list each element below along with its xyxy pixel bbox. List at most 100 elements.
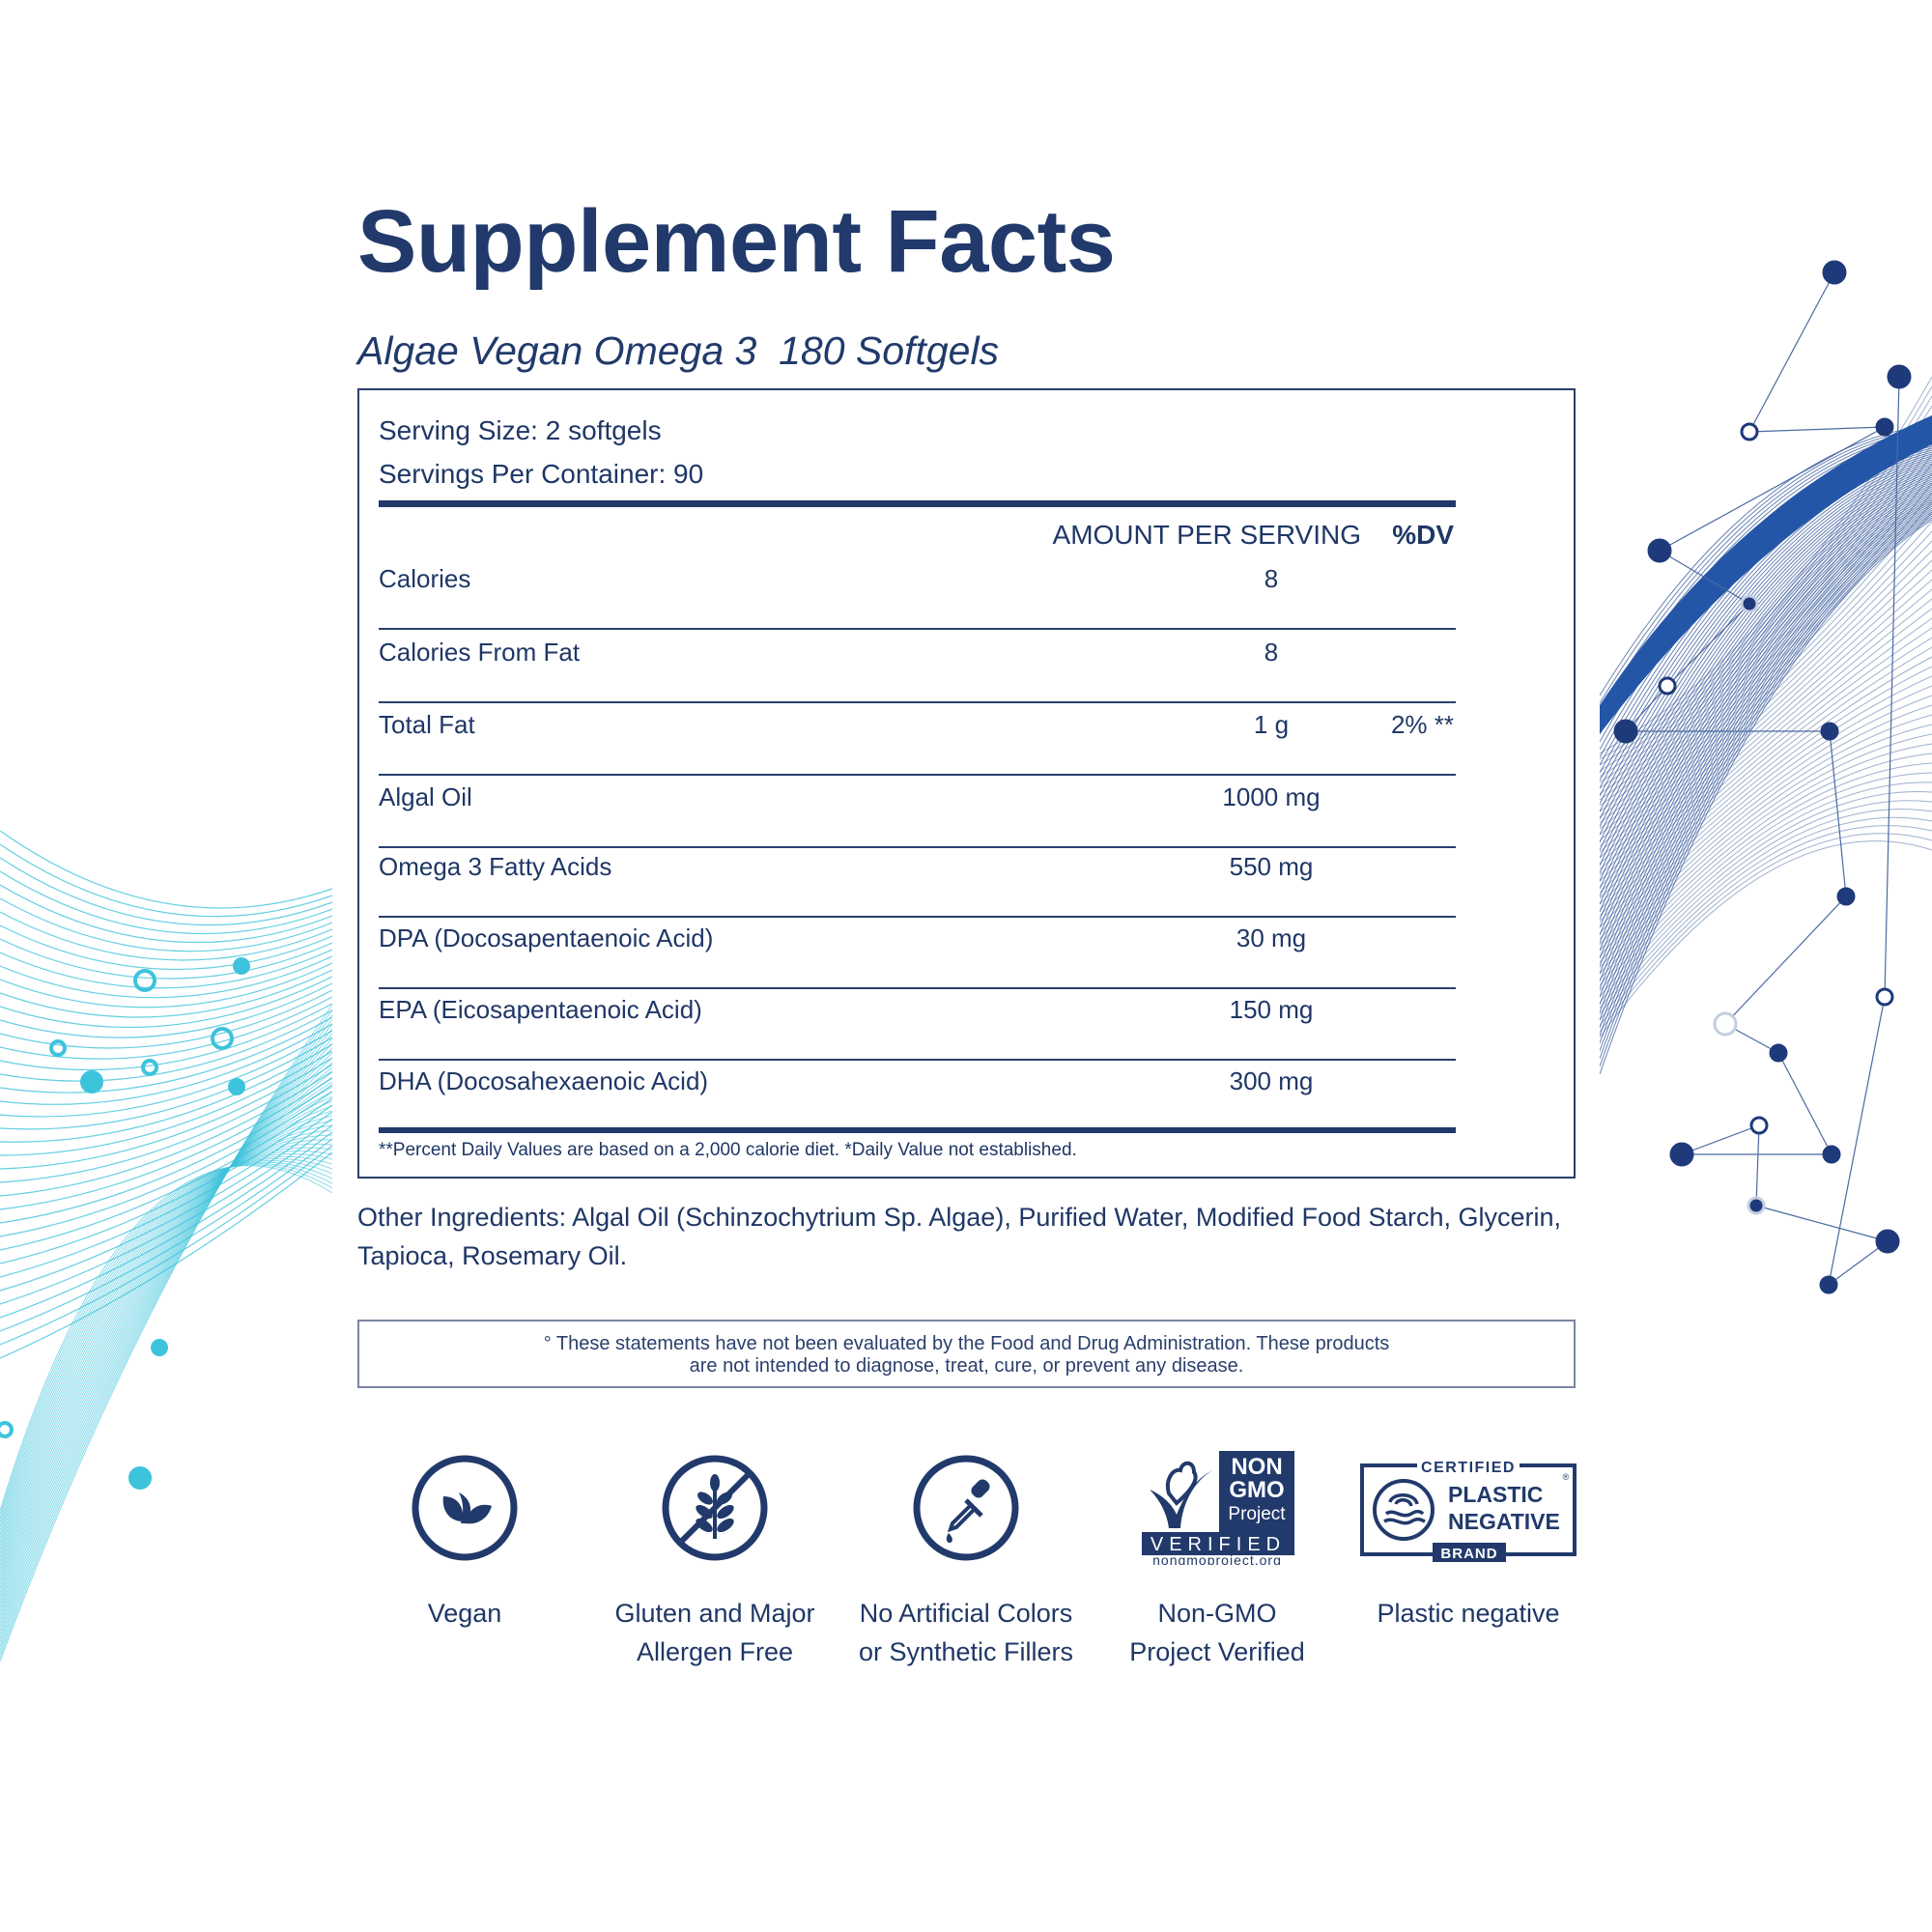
nutrient-label: EPA (Eicosapentaenoic Acid) xyxy=(379,995,702,1024)
mesh-line xyxy=(1600,515,1932,1060)
mesh-line xyxy=(0,1158,332,1531)
mesh-edge xyxy=(1748,271,1835,433)
mesh-line xyxy=(1600,484,1932,936)
mesh-node xyxy=(1822,1145,1841,1164)
mesh-line xyxy=(1600,496,1932,982)
mesh-edge xyxy=(1748,426,1886,433)
mesh-line xyxy=(0,1071,332,1608)
svg-text:PLASTIC: PLASTIC xyxy=(1448,1482,1543,1507)
mesh-line xyxy=(1600,488,1932,952)
mesh-node xyxy=(1875,1229,1900,1254)
mesh-node xyxy=(1749,1116,1769,1135)
mesh-line xyxy=(1600,685,1932,940)
badge-gluten-free: Gluten and Major Allergen Free xyxy=(599,1449,831,1671)
divider-thick xyxy=(379,500,1456,507)
mesh-node xyxy=(1740,594,1759,613)
mesh-line xyxy=(1600,513,1932,1052)
mesh-line xyxy=(0,1100,332,1585)
mesh-line xyxy=(1600,472,1932,890)
mesh-edge xyxy=(1666,603,1750,687)
mesh-line xyxy=(0,1131,332,1319)
mesh-line xyxy=(1600,476,1932,905)
mesh-node xyxy=(1820,722,1839,741)
mesh-line xyxy=(1600,465,1932,859)
column-header-amount: AMOUNT PER SERVING xyxy=(1052,520,1361,550)
mesh-line xyxy=(0,1081,332,1601)
mesh-line xyxy=(0,1118,332,1292)
svg-text:nongmoproject.org: nongmoproject.org xyxy=(1152,1552,1282,1565)
mesh-line xyxy=(0,831,332,909)
mesh-line xyxy=(1600,540,1932,853)
badge-label: No Artificial Colors xyxy=(859,1599,1073,1628)
nutrient-amount: 300 mg xyxy=(1229,1066,1314,1095)
mesh-line xyxy=(1600,507,1932,1029)
mesh-line xyxy=(0,1064,332,1183)
mesh-line xyxy=(0,1004,332,1662)
svg-text:NON: NON xyxy=(1231,1454,1282,1480)
mesh-line xyxy=(1600,695,1932,946)
page-title: Supplement Facts xyxy=(357,192,1116,291)
gluten-free-wheat-icon xyxy=(599,1449,831,1567)
mesh-line xyxy=(0,1111,332,1278)
mesh-line xyxy=(0,1016,332,1094)
row-divider xyxy=(379,916,1456,918)
mesh-line xyxy=(1600,704,1932,952)
mesh-line xyxy=(0,1161,332,1523)
svg-text:GMO: GMO xyxy=(1229,1477,1284,1503)
nutrient-amount: 8 xyxy=(1264,638,1279,667)
mesh-line xyxy=(1600,762,1932,986)
nutrient-amount: 1000 mg xyxy=(1222,782,1321,811)
mesh-node xyxy=(1647,538,1672,563)
mesh-line xyxy=(1600,445,1932,781)
mesh-node xyxy=(1713,1011,1738,1037)
mesh-edge xyxy=(1777,1052,1833,1155)
badge-label: Plastic negative xyxy=(1377,1599,1560,1628)
mesh-node xyxy=(0,1421,14,1438)
mesh-line xyxy=(0,1160,332,1527)
svg-text:®: ® xyxy=(1563,1472,1570,1482)
mesh-line xyxy=(0,1163,332,1520)
mesh-line xyxy=(1600,569,1932,870)
mesh-line xyxy=(0,938,332,980)
row-divider xyxy=(379,628,1456,630)
nutrient-dv: 2% ** xyxy=(1390,710,1454,739)
mesh-node xyxy=(1740,422,1759,441)
nutrient-label: DHA (Docosahexaenoic Acid) xyxy=(379,1066,709,1095)
mesh-line xyxy=(0,1091,332,1237)
mesh-line xyxy=(0,924,332,971)
mesh-line xyxy=(0,1138,332,1332)
mesh-line xyxy=(1600,501,1932,830)
mesh-line xyxy=(0,1086,332,1597)
mesh-line xyxy=(1600,486,1932,944)
badge-no-artificial: No Artificial Colors or Synthetic Fillers xyxy=(850,1449,1082,1671)
decorative-cyan-mesh xyxy=(0,831,332,1662)
mesh-line xyxy=(0,1050,332,1156)
mesh-line xyxy=(0,1018,332,1651)
mesh-line xyxy=(1600,459,1932,836)
svg-text:NEGATIVE: NEGATIVE xyxy=(1448,1509,1560,1534)
svg-text:Project: Project xyxy=(1228,1504,1286,1524)
mesh-line xyxy=(1600,781,1932,998)
mesh-line xyxy=(0,1009,332,1659)
mesh-line xyxy=(0,1124,332,1566)
mesh-node xyxy=(211,1027,234,1050)
mesh-line xyxy=(1600,714,1932,957)
mesh-edge xyxy=(1884,376,1900,998)
mesh-line xyxy=(0,1047,332,1628)
mesh-line xyxy=(1600,627,1932,905)
mesh-line xyxy=(0,976,332,1029)
badge-label: Vegan xyxy=(427,1599,502,1628)
mesh-line xyxy=(0,1165,332,1512)
mesh-line xyxy=(1600,455,1932,820)
mesh-band xyxy=(1600,415,1932,734)
mesh-node xyxy=(1822,260,1847,285)
mesh-line xyxy=(0,1091,332,1593)
mesh-line xyxy=(0,1151,332,1359)
mesh-node xyxy=(1769,1043,1788,1063)
mesh-edge xyxy=(1659,550,1750,605)
mesh-node xyxy=(1887,364,1912,389)
mesh-edge xyxy=(1755,1124,1760,1207)
badge-vegan: Vegan xyxy=(349,1449,581,1633)
mesh-line xyxy=(1600,478,1932,913)
nutrient-label: Omega 3 Fatty Acids xyxy=(379,852,612,881)
